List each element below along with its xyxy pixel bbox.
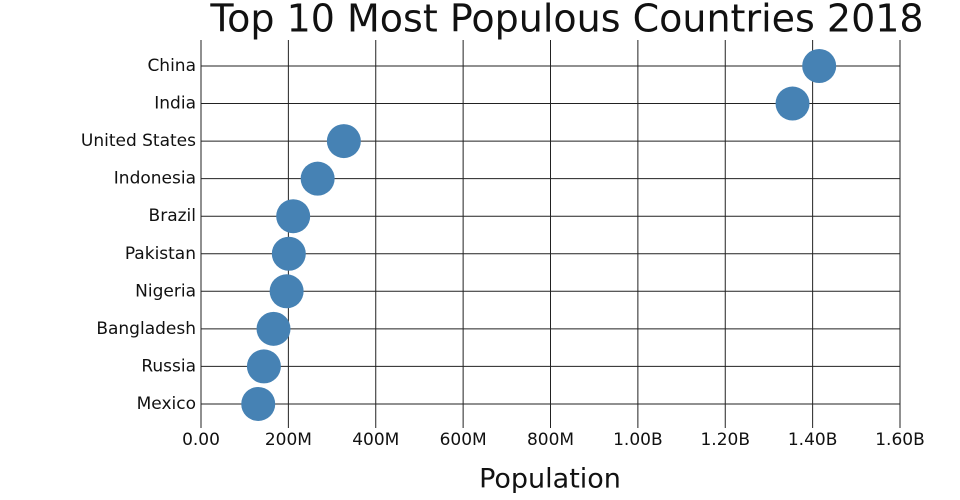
x-tick-label: 1.20B <box>700 430 750 450</box>
dot <box>276 199 311 234</box>
x-tick-label: 400M <box>352 430 399 450</box>
dot <box>271 236 306 271</box>
y-tick-label: Bangladesh <box>96 319 196 339</box>
dot <box>256 311 291 346</box>
dot <box>269 274 304 309</box>
dot <box>326 124 361 159</box>
x-axis-title: Population <box>479 464 621 495</box>
x-tick-label: 1.60B <box>875 430 925 450</box>
y-tick-label: Nigeria <box>135 281 196 301</box>
x-tick-label: 600M <box>440 430 487 450</box>
y-tick-label: India <box>154 94 196 114</box>
x-tick-label: 200M <box>265 430 312 450</box>
y-tick-label: Indonesia <box>114 169 196 189</box>
dot <box>241 386 276 421</box>
y-tick-label: United States <box>81 131 196 151</box>
y-tick-label: Russia <box>141 356 196 376</box>
x-tick-label: 1.40B <box>788 430 838 450</box>
y-tick-label: Mexico <box>137 394 196 414</box>
x-tick-label: 0.00 <box>182 430 220 450</box>
x-tick-label: 800M <box>527 430 574 450</box>
y-tick-label: China <box>147 56 196 76</box>
dot <box>300 161 335 196</box>
chart-title: Top 10 Most Populous Countries 2018 <box>209 0 923 41</box>
x-tick-label: 1.00B <box>613 430 663 450</box>
y-tick-label: Pakistan <box>125 244 196 264</box>
y-tick-label: Brazil <box>149 206 196 226</box>
dot <box>246 349 281 384</box>
dot <box>775 86 810 121</box>
dot <box>802 49 837 83</box>
